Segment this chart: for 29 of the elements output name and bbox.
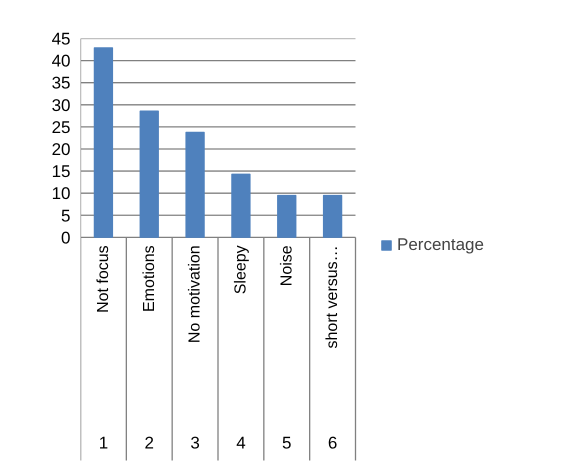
legend-label: Percentage <box>397 235 484 255</box>
x-tick-label: No motivation <box>186 245 204 344</box>
x-tick-label: Noise <box>278 245 296 286</box>
x-tick-label: Not focus <box>94 245 112 313</box>
x-tick-label: Emotions <box>140 245 158 312</box>
y-tick-label: 15 <box>52 162 71 182</box>
y-tick-label: 45 <box>52 30 71 48</box>
y-tick-label: 30 <box>52 96 71 115</box>
y-tick-label: 20 <box>52 140 71 159</box>
y-tick-label: 25 <box>52 118 71 137</box>
bar <box>94 47 114 238</box>
bar <box>277 194 296 238</box>
bar <box>322 194 342 238</box>
bar <box>231 174 251 238</box>
text: 2 <box>144 434 154 453</box>
y-tick-label: 40 <box>52 52 71 71</box>
bar <box>140 110 159 238</box>
y-tick-label: 35 <box>52 74 71 93</box>
text: 5 <box>282 434 292 453</box>
bar <box>185 132 205 238</box>
x-tick-label: Sleepy <box>232 245 250 294</box>
y-tick-label: 0 <box>61 228 71 248</box>
x-tick-label: short versus… <box>324 245 342 348</box>
y-tick-label: 10 <box>52 184 71 204</box>
text: 1 <box>98 434 108 453</box>
text: 4 <box>236 434 246 453</box>
text: 3 <box>190 434 200 453</box>
text: 6 <box>328 434 338 453</box>
y-tick-label: 5 <box>61 206 71 226</box>
